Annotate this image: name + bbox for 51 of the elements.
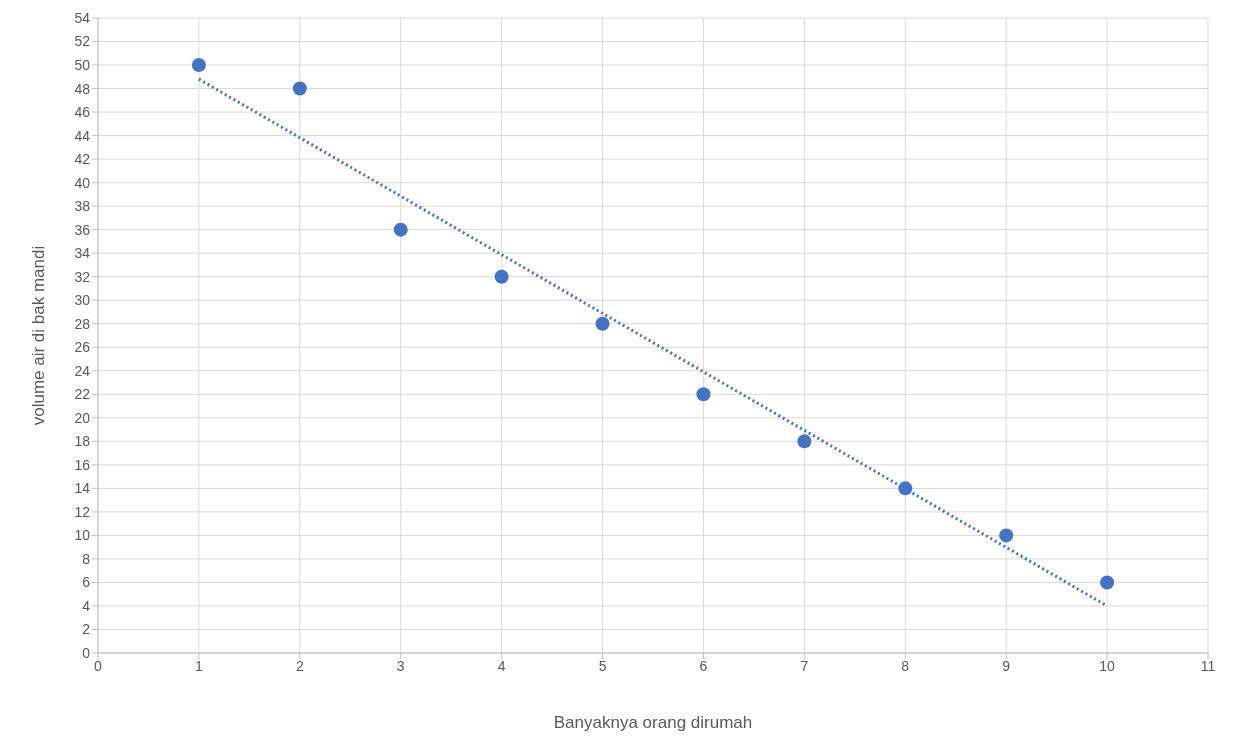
y-tick-label: 24 (74, 362, 91, 379)
point (494, 269, 509, 284)
y-tick-label: 18 (74, 433, 91, 450)
y-tick-label: 16 (74, 456, 91, 473)
y-tick-label: 32 (74, 268, 91, 285)
y-tick-label: 40 (74, 174, 91, 191)
y-tick-label: 12 (74, 503, 91, 520)
y-tick-label: 4 (82, 597, 91, 614)
y-tick-label: 20 (74, 409, 91, 426)
x-tick-label: 0 (94, 657, 103, 674)
x-tick-label: 2 (295, 657, 304, 674)
y-tick-label: 46 (74, 104, 91, 121)
y-tick-label: 8 (82, 550, 91, 567)
point (696, 387, 711, 402)
x-tick-label: 7 (800, 657, 809, 674)
y-tick-label: 54 (74, 9, 91, 26)
y-tick-label: 26 (74, 339, 91, 356)
y-tick-label: 2 (82, 621, 91, 638)
point (292, 81, 307, 96)
x-tick-label: 4 (497, 657, 506, 674)
y-tick-label: 44 (74, 127, 91, 144)
x-tick-label: 1 (195, 657, 204, 674)
x-tick-label: 10 (1099, 657, 1116, 674)
y-tick-label: 34 (74, 245, 91, 262)
y-tick-label: 28 (74, 315, 91, 332)
y-tick-label: 48 (74, 80, 91, 97)
x-tick-label: 11 (1200, 657, 1216, 674)
y-tick-label: 50 (74, 57, 91, 74)
y-tick-label: 30 (74, 292, 91, 309)
point (1100, 575, 1115, 590)
point (999, 528, 1014, 543)
x-tick-label: 8 (901, 657, 910, 674)
y-tick-label: 36 (74, 221, 91, 238)
y-tick-label: 42 (74, 151, 91, 168)
y-tick-label: 52 (74, 33, 91, 50)
y-tick-label: 10 (74, 527, 91, 544)
x-tick-label: 5 (598, 657, 607, 674)
point (595, 316, 610, 331)
y-tick-label: 22 (74, 386, 91, 403)
y-tick-label: 38 (74, 198, 91, 215)
y-axis-title: volume air di bak mandi (29, 245, 49, 426)
x-tick-label: 9 (1002, 657, 1011, 674)
x-axis-title: Banyaknya orang dirumah (553, 713, 753, 732)
y-tick-label: 14 (74, 480, 91, 497)
point (191, 58, 206, 73)
x-tick-label: 3 (396, 657, 405, 674)
point (393, 222, 408, 237)
y-tick-label: 6 (82, 574, 91, 591)
x-tick-label: 6 (699, 657, 708, 674)
y-tick-label: 0 (82, 644, 91, 661)
point (797, 434, 812, 449)
